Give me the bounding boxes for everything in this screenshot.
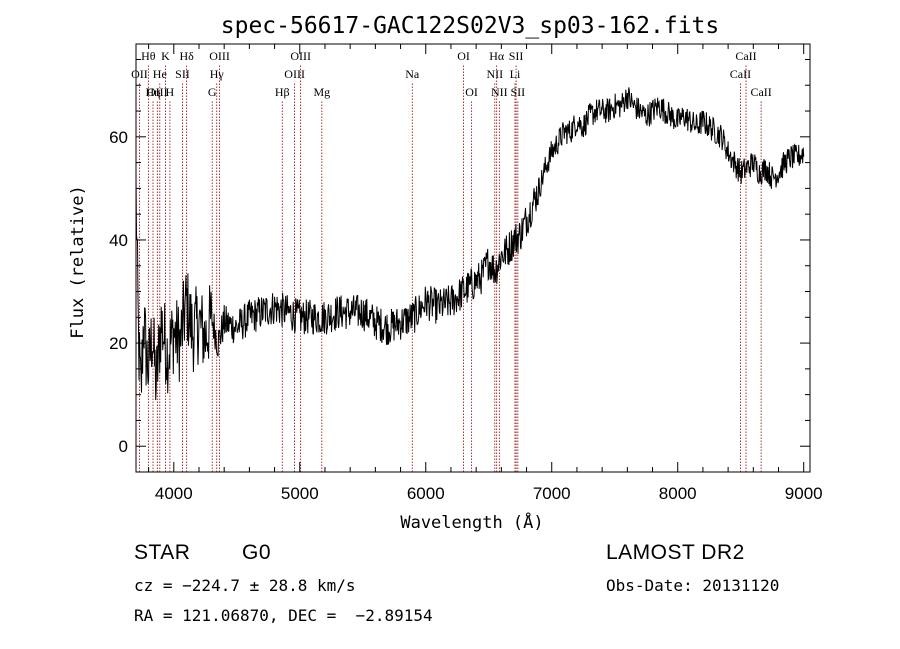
line-marker-label: OI xyxy=(465,85,478,99)
y-tick-label: 60 xyxy=(109,128,128,147)
object-class: STAR xyxy=(134,541,191,564)
line-marker-label: Hα xyxy=(489,49,505,63)
line-marker-label: OIII xyxy=(147,85,168,99)
line-marker-label: OI xyxy=(457,49,470,63)
line-marker-label: OII xyxy=(131,67,148,81)
line-marker-label: G xyxy=(208,85,217,99)
object-subclass: G0 xyxy=(242,541,272,564)
y-tick-label: 0 xyxy=(119,437,128,456)
line-marker-label: Na xyxy=(405,67,420,81)
line-marker-label: Hη xyxy=(146,85,161,99)
x-axis: 4000 5000 6000 7000 8000 9000 xyxy=(148,44,823,503)
line-marker-label: H xyxy=(166,85,175,99)
x-tick-label: 5000 xyxy=(281,484,319,503)
line-marker-label: OIII xyxy=(284,67,305,81)
line-marker-label: OIII xyxy=(209,49,230,63)
y-tick-label: 20 xyxy=(109,334,128,353)
line-marker-label: He xyxy=(153,67,167,81)
x-tick-label: 8000 xyxy=(659,484,697,503)
line-marker-label: Hδ xyxy=(179,49,194,63)
line-marker-label: Hβ xyxy=(275,85,290,99)
line-marker-label: Li xyxy=(510,67,521,81)
line-marker-label: Mg xyxy=(313,85,330,99)
y-axis: 0 20 40 60 xyxy=(109,58,810,456)
x-axis-label: Wavelength (Å) xyxy=(400,511,543,533)
line-marker-label: Hγ xyxy=(210,67,225,81)
survey-name: LAMOST DR2 xyxy=(606,541,745,564)
line-marker-label: Hθ xyxy=(141,49,156,63)
line-marker-label: CaII xyxy=(730,67,751,81)
line-marker-label: K xyxy=(161,49,170,63)
redshift-velocity: cz = −224.7 ± 28.8 km/s xyxy=(134,576,356,595)
coordinates: RA = 121.06870, DEC = −2.89154 xyxy=(134,606,433,625)
line-marker-label: CaII xyxy=(750,85,771,99)
x-tick-label: 7000 xyxy=(533,484,571,503)
plot-frame xyxy=(135,43,811,473)
line-marker-label: SII xyxy=(511,85,526,99)
line-marker-label: OIII xyxy=(290,49,311,63)
line-marker-label: SII xyxy=(175,67,190,81)
line-marker-label: SII xyxy=(509,49,524,63)
line-marker-label: NII xyxy=(491,85,508,99)
line-marker-label: CaII xyxy=(735,49,756,63)
x-tick-label: 9000 xyxy=(785,484,823,503)
y-tick-label: 40 xyxy=(109,231,128,250)
x-tick-label: 4000 xyxy=(155,484,193,503)
y-axis-label: Flux (relative) xyxy=(68,185,88,339)
line-marker-label: NII xyxy=(486,67,503,81)
observation-date: Obs-Date: 20131120 xyxy=(606,576,780,595)
spectrum-series-line xyxy=(135,87,805,401)
x-tick-label: 6000 xyxy=(407,484,445,503)
chart-title: spec-56617-GAC122S02V3_sp03-162.fits xyxy=(221,13,720,39)
